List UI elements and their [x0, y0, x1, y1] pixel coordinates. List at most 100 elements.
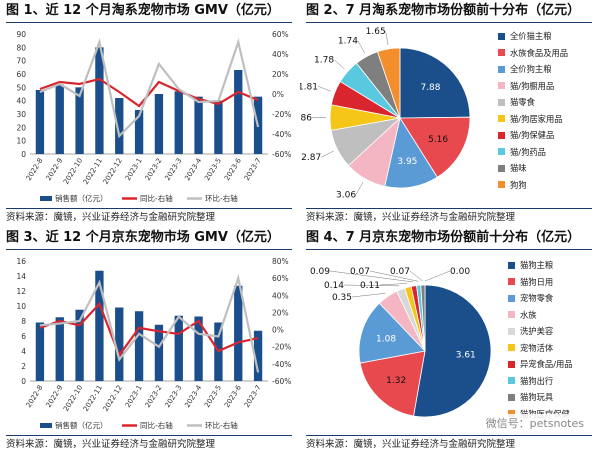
- x-tick-label: 2023-7: [243, 384, 263, 409]
- pie-data-label: 1.32: [386, 376, 406, 386]
- watermark: 微信号：petsnotes: [481, 414, 588, 432]
- source-note: 资料来源：魔镜，兴业证券经济与金融研究院整理: [6, 208, 292, 225]
- bar: [55, 317, 64, 381]
- source-note: 资料来源：魔镜，兴业证券经济与金融研究院整理: [6, 435, 292, 452]
- legend-swatch: [498, 131, 505, 139]
- series-line: [39, 273, 260, 373]
- legend-label: 猫味: [510, 163, 527, 173]
- x-tick-label: 2023-2: [144, 157, 164, 182]
- legend-swatch: [498, 115, 505, 123]
- y2-tick-label: -60%: [272, 150, 291, 159]
- x-tick-label: 2023-6: [223, 156, 243, 182]
- pie-data-label: 7.88: [420, 83, 440, 93]
- legend-label: 宠物活体: [520, 342, 554, 353]
- bar: [75, 309, 84, 381]
- legend-item: 猫零食: [498, 94, 568, 111]
- legend-label: 销售额（亿元）: [55, 420, 108, 430]
- y2-tick-label: 0%: [272, 326, 284, 335]
- bar: [115, 307, 124, 381]
- bar: [55, 84, 64, 154]
- legend-item: 宠物活体: [508, 340, 573, 357]
- legend-item: 猫/狗保健品: [498, 127, 568, 144]
- pie-slice: [358, 302, 426, 364]
- legend-item: 异宠食品/用品: [508, 356, 573, 373]
- bar: [134, 311, 144, 381]
- x-tick-label: 2023-3: [164, 384, 184, 409]
- legend-swatch: [498, 98, 505, 106]
- x-tick-label: 2023-1: [124, 384, 144, 409]
- legend-swatch: [508, 344, 515, 352]
- y-tick-label: 12: [16, 287, 26, 296]
- pie-slice: [420, 284, 426, 352]
- legend-label: 环比-右轴: [205, 420, 238, 430]
- legend-item: 猫狗医疗保健: [508, 406, 573, 423]
- legend-item: 猫味: [498, 160, 568, 177]
- legend-label: 猫狗玩具: [520, 392, 554, 402]
- pie-slice: [359, 350, 426, 417]
- legend-item: 猫/狗药品: [498, 144, 568, 161]
- pie-data-label: 5.16: [428, 135, 448, 145]
- legend-swatch: [498, 148, 505, 156]
- y-tick-label: 0: [21, 377, 26, 386]
- legend-swatch: [508, 261, 515, 269]
- pie-data-label: 0.07: [390, 267, 410, 277]
- legend-label: 同比-右轴: [140, 193, 173, 203]
- chart-title: 图 2、7 月淘系宠物市场份额前十分布（亿元）: [306, 0, 592, 23]
- x-tick-label: 2022-8: [25, 157, 45, 182]
- jd-gmv-chart: 0 2 4 6 8 10 12 14 16 -60% -40% -20% 0% 20% 40% 60% 80% 2…: [16, 257, 291, 430]
- legend-swatch: [40, 423, 52, 428]
- y-tick-label: 50: [16, 83, 26, 92]
- pie-data-label: 1.81: [300, 82, 318, 92]
- legend-swatch: [508, 278, 515, 286]
- y2-tick-label: -40%: [272, 360, 291, 369]
- legend-label: 猫/狗居家用品: [510, 113, 563, 124]
- legend-item: 猫/狗居家用品: [498, 111, 568, 128]
- x-tick-label: 2023-7: [243, 157, 263, 182]
- legend-swatch: [508, 294, 515, 302]
- bar: [234, 285, 243, 381]
- legend-swatch: [508, 377, 515, 385]
- leader-line: [357, 40, 365, 54]
- leader-line: [333, 59, 345, 70]
- leader-line: [424, 270, 451, 282]
- legend-label: 猫狗主粮: [520, 260, 554, 270]
- y2-tick-label: -20%: [272, 110, 291, 119]
- pie-data-label: 1.86: [300, 113, 312, 123]
- chart-title: 图 1、近 12 个月淘系宠物市场 GMV（亿元）: [6, 0, 292, 23]
- legend-swatch: [508, 327, 515, 335]
- x-tick-label: 2022-9: [45, 384, 65, 409]
- legend-item: 水族: [508, 307, 573, 324]
- legend-label: 猫零食: [510, 97, 535, 107]
- x-tick-label: 2023-4: [183, 383, 203, 409]
- legend-label: 猫狗医疗保健: [520, 406, 570, 423]
- y2-tick-label: 20%: [272, 70, 289, 79]
- y2-tick-label: 80%: [272, 257, 289, 266]
- pie-slice: [377, 47, 401, 119]
- x-tick-label: 2023-1: [124, 157, 144, 182]
- chart-title: 图 4、7 月京东宠物市场份额前十分布（亿元）: [306, 227, 592, 250]
- y-tick-label: 14: [16, 272, 26, 281]
- legend-label: 猫狗出行: [520, 375, 554, 386]
- tmall-share-pie: 7.88 5.16 3.95 3.06 2.87 1.86 1.81 1.78 1.74 1.65: [300, 27, 471, 200]
- legend-item: 猫狗主粮: [508, 257, 573, 274]
- y2-tick-label: -60%: [272, 377, 291, 386]
- pie-data-label: 3.95: [397, 157, 417, 167]
- bar: [154, 324, 164, 381]
- pie-slice: [413, 284, 492, 418]
- pie-data-label: 0.14: [324, 281, 344, 291]
- x-tick-label: 2022-8: [25, 384, 45, 409]
- legend-label: 洗护美容: [520, 326, 554, 336]
- legend-label: 猫/狗橱用品: [510, 80, 555, 91]
- bar: [134, 110, 144, 154]
- y-tick-label: 16: [16, 257, 26, 266]
- x-tick-label: 2023-5: [203, 157, 223, 182]
- leader-line: [343, 284, 400, 287]
- bar: [35, 90, 45, 154]
- leader-line: [409, 270, 423, 282]
- x-tick-label: 2023-5: [203, 384, 223, 409]
- pie-legend: 猫狗主粮猫狗日用宠物零食水族洗护美容宠物活体异宠食品/用品猫狗出行猫狗玩具猫狗医…: [508, 257, 573, 422]
- leader-line: [329, 270, 414, 283]
- pie-legend: 全价猫主粮 水族食品及用品 全价狗主粮 猫/狗橱用品 猫零食 猫/狗居家用品 猫/狗保健品猫…: [498, 28, 568, 193]
- bar: [174, 91, 183, 154]
- legend-item: 全价狗主粮: [498, 61, 568, 78]
